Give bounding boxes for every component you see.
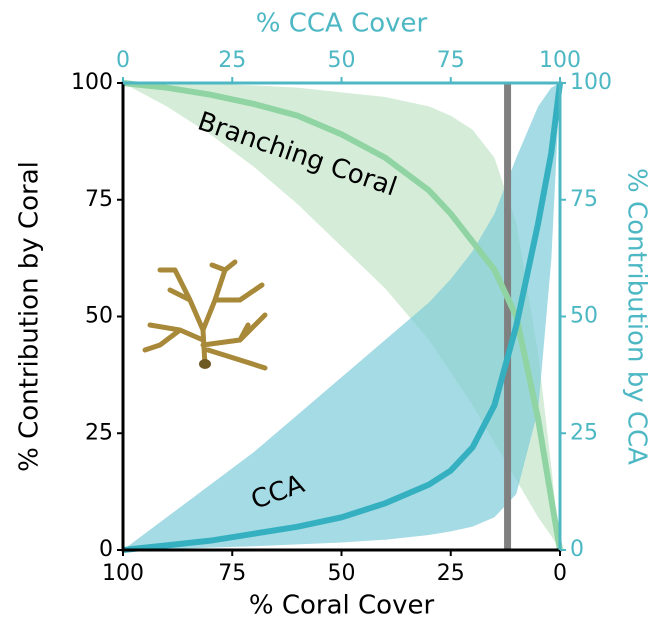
band bbox=[123, 83, 560, 550]
y-tick-label: 100 bbox=[71, 70, 113, 95]
coral-icon bbox=[142, 259, 268, 371]
y2-tick-label: 75 bbox=[570, 187, 598, 212]
y2-tick-label: 25 bbox=[570, 420, 598, 445]
y2-tick-label: 0 bbox=[570, 537, 584, 562]
x-tick-label: 50 bbox=[328, 561, 356, 586]
y-tick-label: 75 bbox=[85, 187, 113, 212]
x2-tick-label: 100 bbox=[539, 48, 581, 73]
x-tick-label: 75 bbox=[218, 561, 246, 586]
y2-axis-label: % Contribution by CCA bbox=[622, 168, 652, 465]
y-tick-label: 25 bbox=[85, 420, 113, 445]
y2-tick-label: 100 bbox=[570, 70, 612, 95]
y2-tick-label: 50 bbox=[570, 304, 598, 329]
x-axis-label: % Coral Cover bbox=[249, 591, 435, 621]
x-tick-label: 0 bbox=[553, 561, 567, 586]
x2-tick-label: 0 bbox=[116, 48, 130, 73]
y-axis-label: % Contribution by Coral bbox=[15, 161, 45, 472]
x-tick-label: 100 bbox=[102, 561, 144, 586]
series-line bbox=[122, 82, 563, 553]
band bbox=[123, 83, 560, 550]
y-tick-label: 0 bbox=[99, 537, 113, 562]
y-tick-label: 50 bbox=[85, 304, 113, 329]
x2-axis-label: % CCA Cover bbox=[256, 9, 428, 39]
x2-tick-label: 25 bbox=[218, 48, 246, 73]
x-tick-label: 25 bbox=[437, 561, 465, 586]
series-line bbox=[122, 80, 563, 551]
x2-tick-label: 50 bbox=[328, 48, 356, 73]
x2-tick-label: 75 bbox=[437, 48, 465, 73]
